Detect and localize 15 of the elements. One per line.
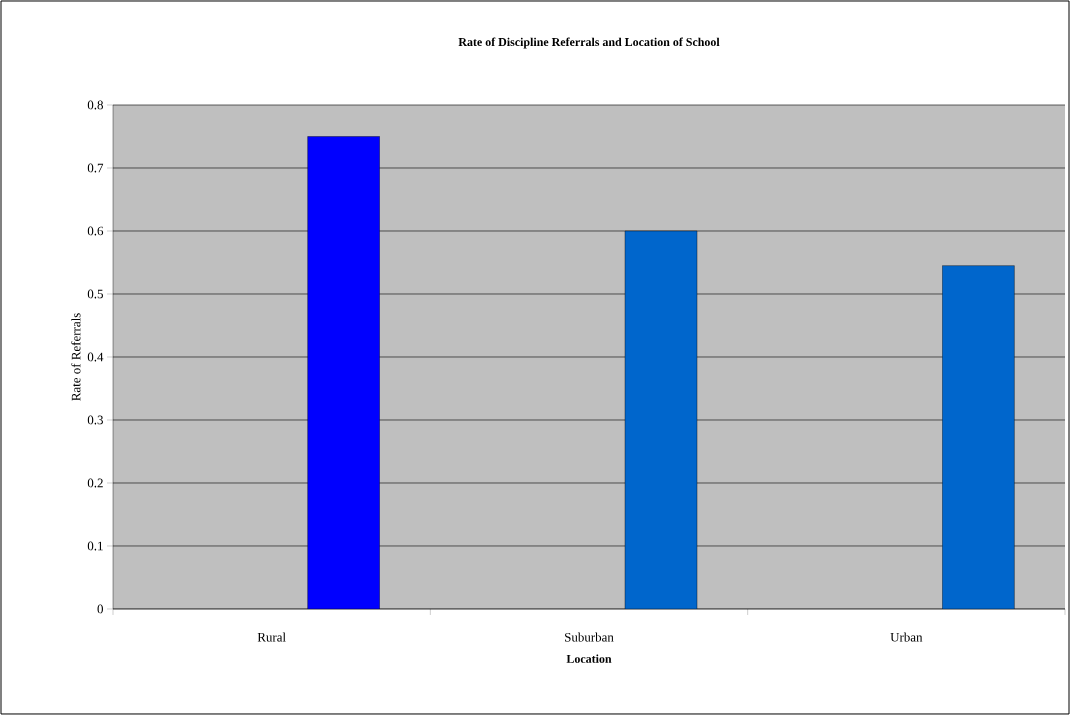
y-tick-label: 0.8 [87,100,103,110]
chart-title: Rate of Discipline Referrals and Location of School [458,37,720,49]
x-axis-title: Location [566,654,612,663]
y-tick-label: 0.5 [87,289,103,299]
y-tick-label: 0.3 [87,415,103,425]
y-tick-label: 0.6 [87,226,104,236]
x-tick-label: Rural [257,632,286,642]
y-tick-label: 0.1 [87,541,103,551]
y-axis-title: Rate of Referrals [71,313,81,401]
x-tick-label: Urban [890,632,923,642]
x-tick-label: Suburban [565,632,614,642]
y-tick-label: 0.4 [87,352,104,362]
y-tick-label: 0 [97,604,103,614]
y-tick-label: 0.2 [87,478,103,488]
y-tick-label: 0.7 [87,163,104,173]
